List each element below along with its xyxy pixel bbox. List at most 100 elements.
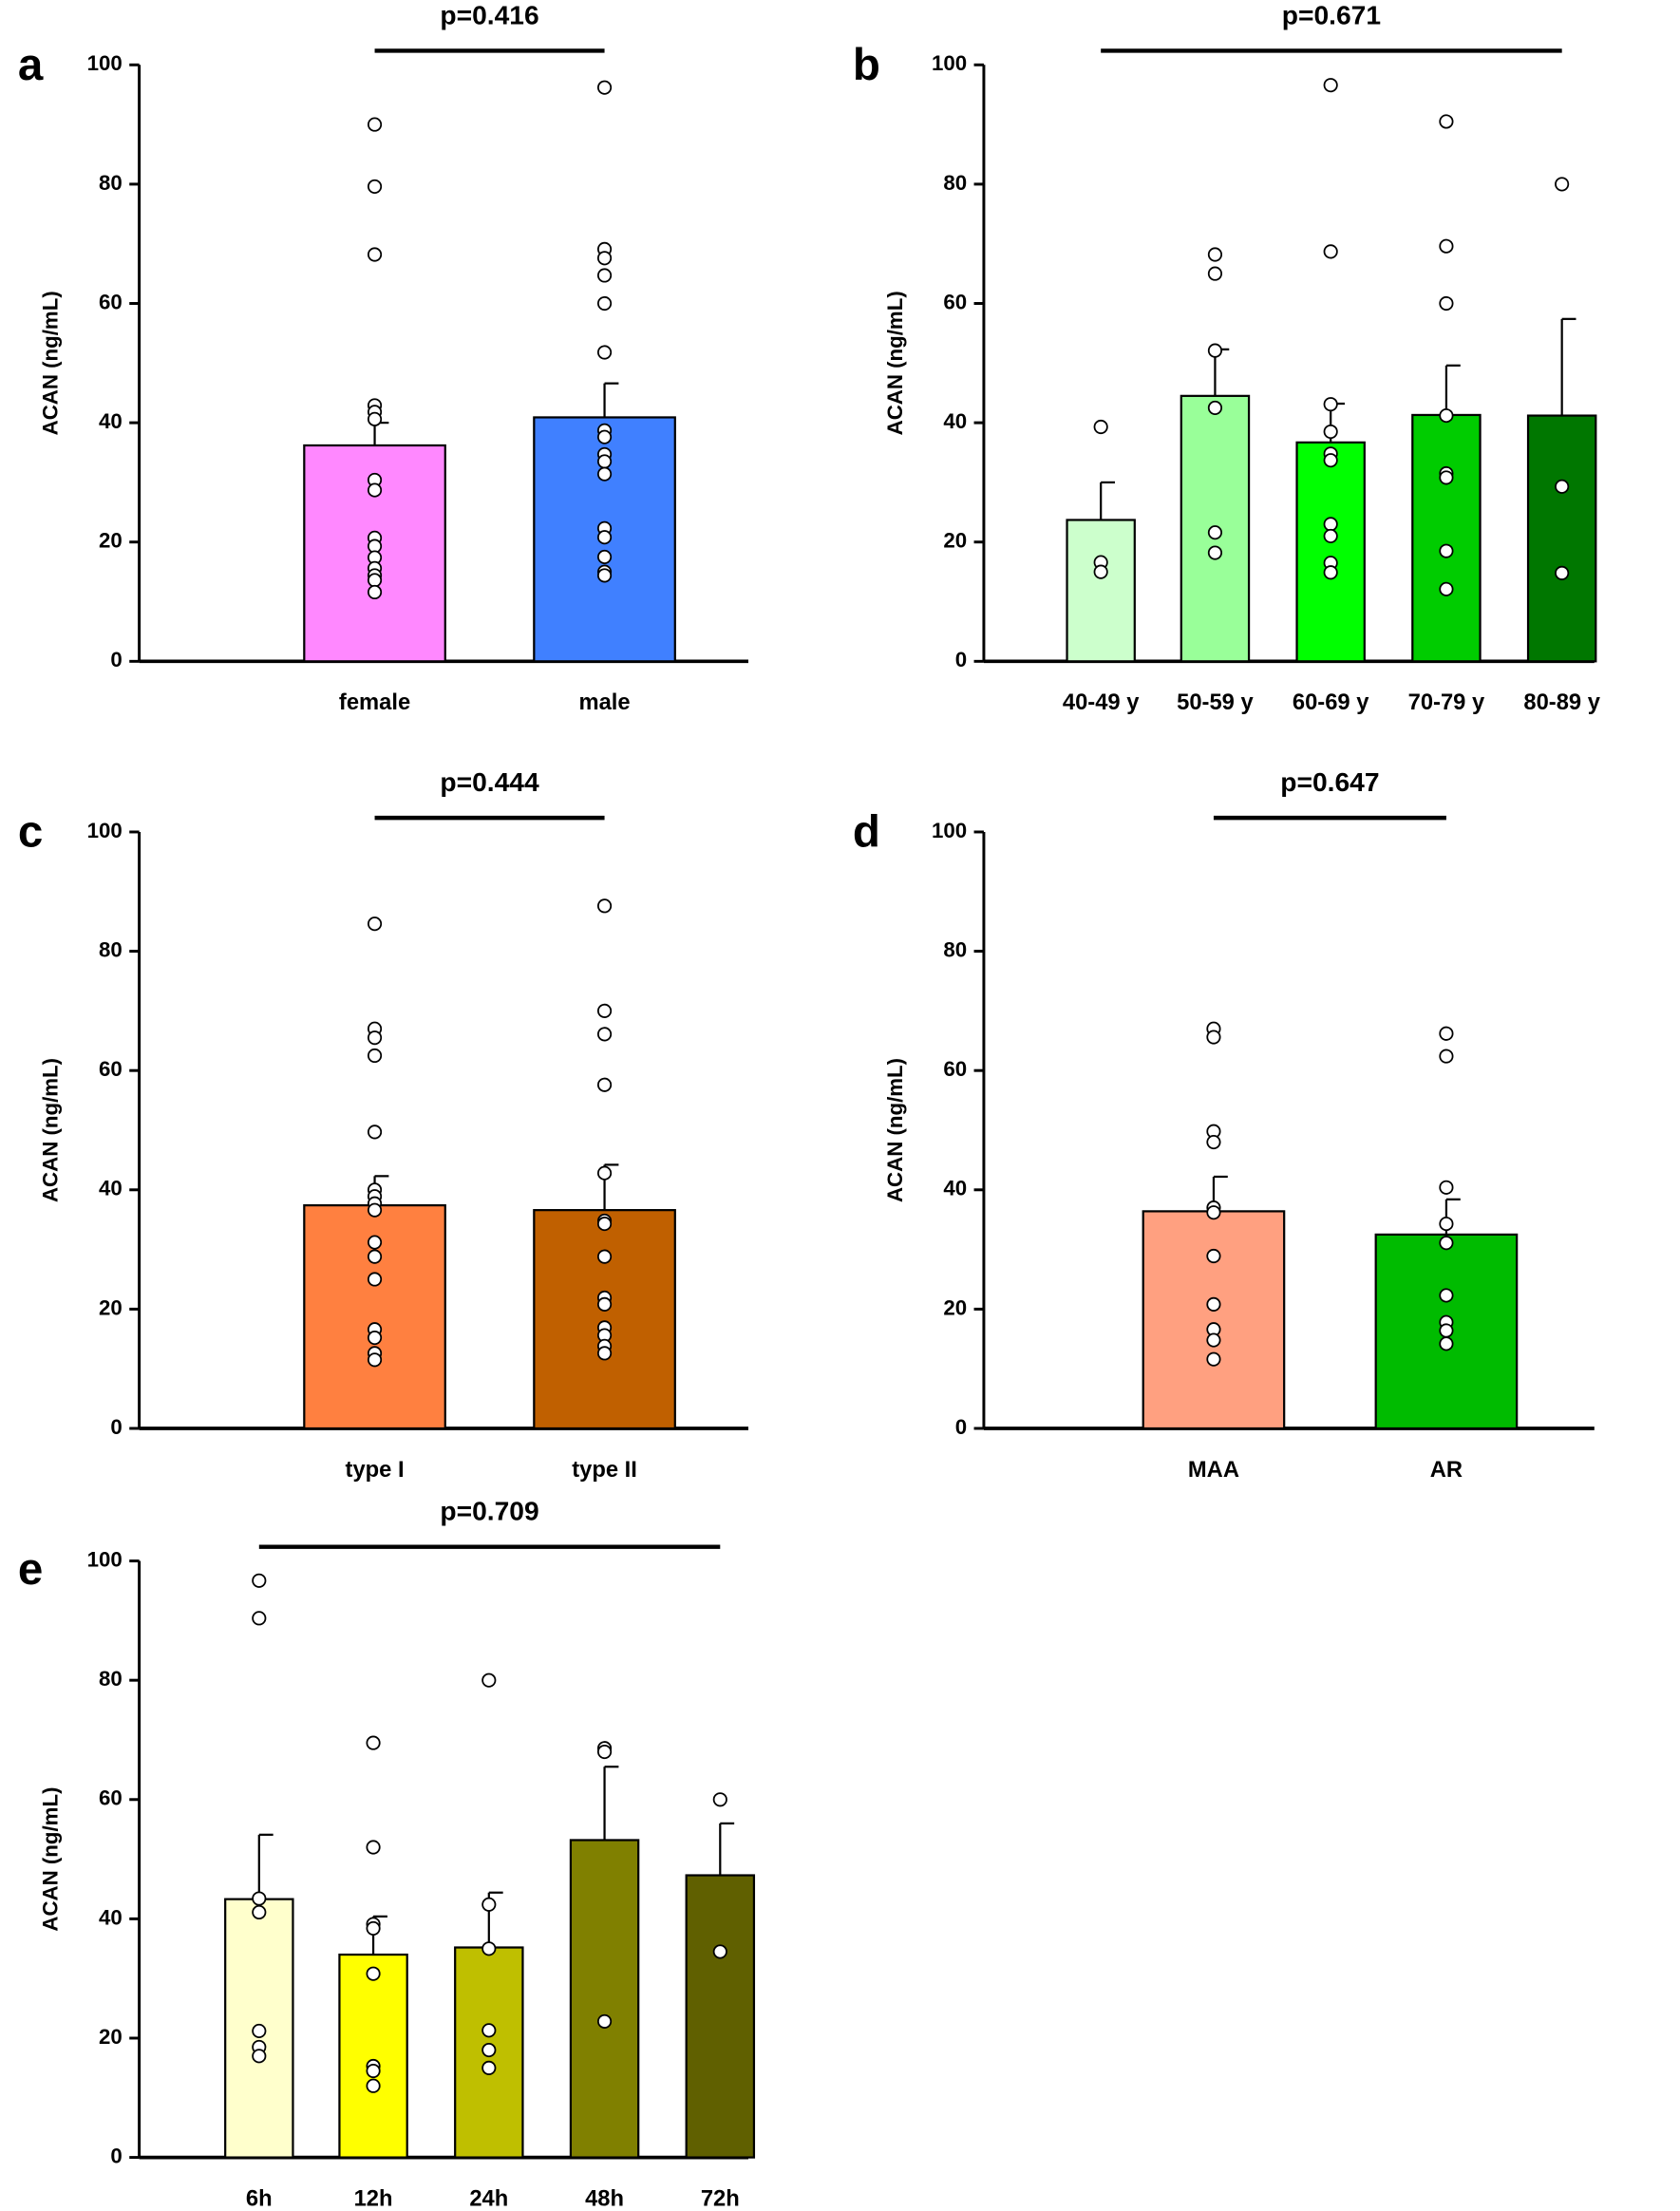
y-tick-label: 20 [99, 529, 123, 553]
data-point [366, 1920, 381, 1936]
x-tick-label: 50-59 y [1177, 690, 1254, 715]
y-axis-label: ACAN (ng/mL) [883, 1058, 907, 1202]
bar [569, 1839, 640, 2159]
data-point [596, 530, 613, 545]
data-point [596, 549, 613, 564]
bar [1526, 414, 1597, 663]
data-point [366, 1840, 381, 1855]
x-tick-label: MAA [1188, 1457, 1239, 1483]
data-point [1093, 419, 1108, 435]
data-point [596, 1003, 613, 1018]
data-point [596, 268, 613, 283]
x-tick-label: female [339, 690, 410, 715]
bar [1411, 413, 1482, 663]
data-point [596, 568, 613, 583]
data-point [1206, 1205, 1221, 1220]
data-point [596, 1165, 613, 1181]
data-point [596, 295, 613, 312]
data-point [1207, 266, 1223, 281]
data-point [252, 2023, 267, 2039]
data-point [1439, 1323, 1454, 1338]
x-tick-label: 12h [354, 2185, 393, 2211]
x-tick-label: male [578, 690, 630, 715]
data-point [367, 1249, 383, 1264]
data-point [252, 1904, 267, 1920]
y-tick-label: 80 [99, 171, 123, 195]
p-value: p=0.444 [440, 766, 539, 797]
bar [1142, 1210, 1286, 1430]
y-tick-label: 40 [99, 1905, 123, 1929]
y-tick-label: 60 [99, 1057, 123, 1081]
data-point [1206, 1134, 1221, 1150]
data-point [712, 1944, 727, 1959]
data-point [367, 179, 383, 194]
data-point [1206, 1030, 1221, 1045]
data-point [1323, 397, 1338, 412]
data-point [1206, 1248, 1221, 1264]
data-point [1439, 581, 1454, 596]
y-tick-label: 40 [943, 1177, 967, 1200]
data-point [1439, 1180, 1454, 1195]
y-tick-label: 40 [943, 409, 967, 433]
data-point [366, 1966, 381, 1981]
y-axis-label: ACAN (ng/mL) [38, 1058, 62, 1202]
x-tick-label: 24h [469, 2185, 508, 2211]
data-point [367, 1272, 383, 1287]
data-point [367, 247, 383, 262]
data-point [1323, 244, 1338, 259]
data-point [367, 411, 383, 426]
data-point [596, 251, 613, 266]
data-point [1207, 545, 1223, 560]
bar [1066, 519, 1136, 663]
data-point [596, 80, 613, 95]
y-tick-label: 100 [87, 51, 123, 75]
y-tick-label: 100 [932, 819, 967, 842]
data-point [481, 1941, 497, 1956]
data-point [1206, 1332, 1221, 1348]
data-point [481, 1672, 497, 1688]
data-point [1207, 525, 1223, 540]
bar [685, 1874, 756, 2159]
y-tick-label: 80 [943, 937, 967, 961]
bar [1295, 441, 1366, 663]
data-point [596, 429, 613, 444]
data-point [1439, 1217, 1454, 1232]
y-axis-label: ACAN (ng/mL) [38, 291, 62, 435]
data-point [596, 1296, 613, 1312]
data-point [367, 584, 383, 600]
x-tick-label: 80-89 y [1523, 690, 1600, 715]
y-tick-label: 40 [99, 1177, 123, 1200]
data-point [1323, 517, 1338, 532]
y-tick-label: 20 [943, 1295, 967, 1319]
p-value: p=0.709 [440, 1496, 538, 1526]
data-point [367, 917, 383, 932]
p-value: p=0.647 [1280, 766, 1379, 797]
y-tick-label: 100 [932, 51, 967, 75]
data-point [1207, 400, 1223, 415]
y-tick-label: 0 [110, 2144, 122, 2167]
data-point [367, 117, 383, 132]
y-tick-label: 60 [99, 290, 123, 313]
data-point [1555, 479, 1570, 494]
data-point [1323, 424, 1338, 440]
panel-label: d [853, 806, 880, 857]
x-tick-label: 40-49 y [1063, 690, 1140, 715]
data-point [367, 1235, 383, 1250]
data-point [1555, 565, 1570, 580]
data-point [596, 454, 613, 469]
y-axis-label: ACAN (ng/mL) [883, 291, 907, 435]
data-point [367, 482, 383, 498]
data-point [1323, 565, 1338, 580]
panel-label: e [18, 1544, 43, 1595]
y-tick-label: 20 [99, 1295, 123, 1319]
y-tick-label: 100 [87, 819, 123, 842]
data-point [596, 1077, 613, 1092]
y-tick-label: 100 [87, 1547, 123, 1571]
data-point [1439, 238, 1454, 254]
x-tick-label: 70-79 y [1408, 690, 1485, 715]
data-point [481, 2060, 497, 2075]
panel-label: a [18, 40, 44, 90]
y-tick-label: 80 [943, 171, 967, 195]
y-tick-label: 20 [943, 529, 967, 553]
